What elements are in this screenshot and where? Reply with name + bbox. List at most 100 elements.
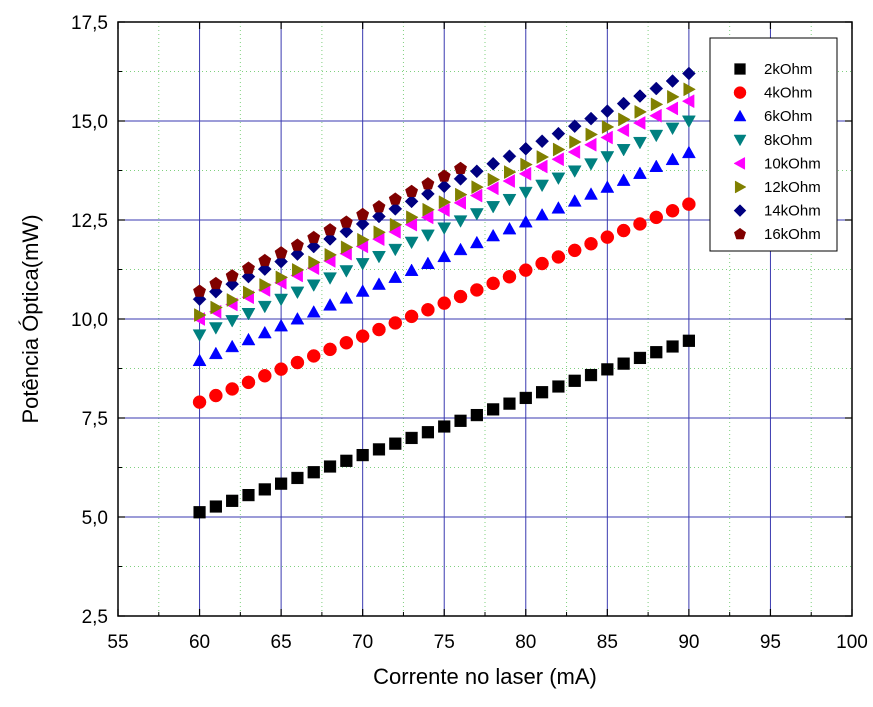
data-point — [601, 363, 614, 376]
data-point — [502, 193, 517, 207]
data-point — [437, 249, 452, 263]
data-point — [323, 342, 337, 357]
data-point — [486, 201, 501, 214]
data-point — [355, 258, 370, 271]
data-point — [357, 232, 370, 247]
data-point — [518, 186, 533, 200]
series-14kOhm — [192, 66, 696, 307]
legend-label: 8kOhm — [764, 132, 812, 149]
data-point — [372, 443, 386, 456]
data-point — [355, 217, 370, 231]
x-tick-label: 85 — [597, 632, 618, 653]
series-4kOhm — [192, 197, 696, 409]
data-point — [388, 202, 403, 216]
x-axis-title: Corrente no laser (mA) — [373, 664, 597, 689]
data-point — [455, 187, 468, 202]
y-tick-label: 10,0 — [71, 310, 108, 331]
data-point — [388, 316, 403, 330]
legend-label: 6kOhm — [764, 108, 812, 125]
data-point — [551, 126, 566, 141]
data-point — [535, 386, 549, 399]
data-point — [519, 263, 533, 277]
data-point — [307, 230, 321, 244]
data-point — [681, 94, 695, 109]
data-point — [681, 145, 696, 159]
data-point — [616, 223, 631, 238]
y-tick-label: 5,0 — [82, 508, 108, 529]
data-point — [551, 152, 564, 167]
data-point — [241, 332, 256, 346]
data-point — [567, 119, 582, 134]
x-tick-label: 90 — [678, 632, 699, 653]
data-point — [372, 200, 386, 213]
data-point — [584, 137, 597, 152]
data-point — [633, 89, 647, 103]
data-point — [372, 322, 386, 337]
data-point — [618, 112, 631, 127]
series-6kOhm — [192, 145, 696, 367]
data-point — [406, 210, 419, 225]
data-point — [258, 483, 271, 496]
data-point — [290, 247, 305, 261]
data-point — [324, 247, 338, 262]
data-point — [274, 318, 289, 332]
data-point — [257, 325, 272, 339]
data-point — [404, 236, 419, 250]
data-point — [437, 296, 451, 310]
data-point — [633, 166, 647, 179]
data-points — [192, 66, 696, 519]
data-point — [323, 272, 337, 285]
data-point — [194, 308, 207, 322]
data-point — [454, 414, 467, 427]
data-point — [665, 152, 680, 166]
data-point — [600, 104, 615, 118]
data-point — [535, 256, 549, 271]
x-tick-label: 65 — [271, 632, 292, 653]
data-point — [600, 151, 615, 164]
data-point — [520, 157, 533, 172]
data-point — [225, 315, 240, 328]
data-point — [584, 111, 598, 126]
legend-marker — [733, 227, 747, 240]
data-point — [469, 235, 484, 249]
data-point — [486, 181, 499, 196]
legend-label: 14kOhm — [764, 203, 821, 220]
data-point — [649, 159, 664, 172]
data-point — [552, 380, 565, 393]
data-point — [469, 208, 484, 221]
data-point — [633, 351, 647, 365]
data-point — [290, 286, 305, 300]
data-point — [306, 349, 321, 363]
data-point — [210, 300, 223, 315]
data-point — [193, 506, 206, 519]
data-point — [421, 177, 435, 190]
data-point — [192, 329, 207, 342]
data-point — [290, 311, 305, 325]
data-point — [388, 192, 402, 205]
data-point — [600, 130, 613, 145]
legend-marker — [734, 180, 747, 194]
data-point — [274, 246, 288, 259]
data-point — [486, 228, 501, 242]
data-point — [209, 388, 223, 403]
data-point — [536, 150, 550, 164]
data-point — [226, 494, 239, 507]
data-point — [306, 305, 321, 318]
data-point — [584, 158, 598, 171]
x-tick-label: 60 — [189, 632, 210, 653]
data-point — [437, 222, 452, 235]
legend-label: 2kOhm — [764, 61, 812, 78]
y-tick-label: 12,5 — [71, 211, 108, 232]
data-point — [274, 254, 288, 269]
major-grid — [118, 22, 852, 616]
legend-marker — [733, 156, 746, 170]
y-tick-label: 17,5 — [71, 13, 108, 34]
data-point — [275, 477, 288, 490]
data-point — [650, 97, 664, 112]
legend-marker — [733, 134, 747, 147]
data-point — [274, 362, 288, 376]
data-point — [388, 243, 403, 257]
data-point — [535, 159, 548, 174]
data-point — [437, 179, 452, 194]
data-point — [388, 270, 403, 283]
